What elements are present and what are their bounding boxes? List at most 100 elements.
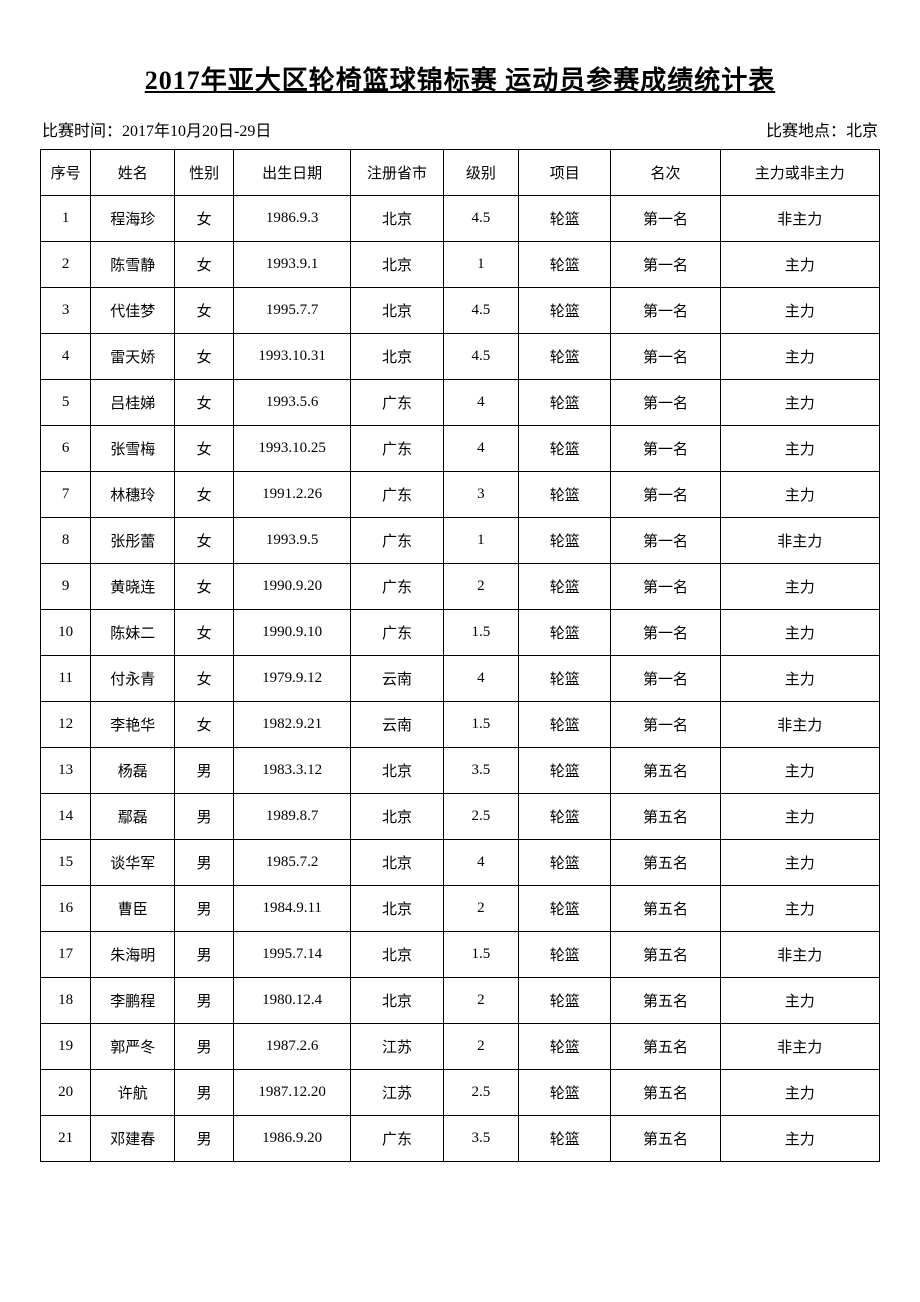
- table-cell: 1.5: [443, 702, 519, 748]
- table-cell: 4: [443, 840, 519, 886]
- table-cell: 主力: [720, 1116, 879, 1162]
- table-cell: 第一名: [611, 472, 720, 518]
- table-cell: 非主力: [720, 1024, 879, 1070]
- table-cell: 江苏: [351, 1070, 443, 1116]
- table-cell: 张彤蕾: [91, 518, 175, 564]
- table-cell: 1995.7.14: [233, 932, 350, 978]
- table-cell: 主力: [720, 564, 879, 610]
- table-cell: 1984.9.11: [233, 886, 350, 932]
- table-cell: 江苏: [351, 1024, 443, 1070]
- table-body: 1程海珍女1986.9.3北京4.5轮篮第一名非主力2陈雪静女1993.9.1北…: [41, 196, 880, 1162]
- table-row: 6张雪梅女1993.10.25广东4轮篮第一名主力: [41, 426, 880, 472]
- table-cell: 非主力: [720, 932, 879, 978]
- table-cell: 16: [41, 886, 91, 932]
- table-cell: 广东: [351, 380, 443, 426]
- table-row: 9黄晓连女1990.9.20广东2轮篮第一名主力: [41, 564, 880, 610]
- table-cell: 朱海明: [91, 932, 175, 978]
- table-cell: 北京: [351, 886, 443, 932]
- table-cell: 男: [175, 794, 234, 840]
- table-row: 12李艳华女1982.9.21云南1.5轮篮第一名非主力: [41, 702, 880, 748]
- table-cell: 4.5: [443, 196, 519, 242]
- table-cell: 4: [443, 656, 519, 702]
- table-cell: 2: [443, 978, 519, 1024]
- table-cell: 第一名: [611, 196, 720, 242]
- table-cell: 轮篮: [519, 978, 611, 1024]
- table-cell: 8: [41, 518, 91, 564]
- table-cell: 第五名: [611, 794, 720, 840]
- table-cell: 曹臣: [91, 886, 175, 932]
- table-cell: 轮篮: [519, 288, 611, 334]
- table-cell: 轮篮: [519, 748, 611, 794]
- table-cell: 20: [41, 1070, 91, 1116]
- table-cell: 女: [175, 610, 234, 656]
- table-cell: 女: [175, 426, 234, 472]
- table-cell: 1: [41, 196, 91, 242]
- table-cell: 1979.9.12: [233, 656, 350, 702]
- table-cell: 代佳梦: [91, 288, 175, 334]
- table-cell: 主力: [720, 748, 879, 794]
- table-cell: 4: [443, 380, 519, 426]
- table-cell: 主力: [720, 656, 879, 702]
- table-cell: 1: [443, 518, 519, 564]
- col-header-province: 注册省市: [351, 150, 443, 196]
- table-cell: 谈华军: [91, 840, 175, 886]
- table-cell: 4.5: [443, 288, 519, 334]
- table-cell: 1990.9.20: [233, 564, 350, 610]
- table-cell: 1: [443, 242, 519, 288]
- table-cell: 男: [175, 840, 234, 886]
- table-cell: 主力: [720, 334, 879, 380]
- table-cell: 北京: [351, 748, 443, 794]
- table-cell: 11: [41, 656, 91, 702]
- table-cell: 男: [175, 886, 234, 932]
- table-cell: 鄢磊: [91, 794, 175, 840]
- table-cell: 第一名: [611, 380, 720, 426]
- table-cell: 1982.9.21: [233, 702, 350, 748]
- table-cell: 女: [175, 472, 234, 518]
- table-row: 8张彤蕾女1993.9.5广东1轮篮第一名非主力: [41, 518, 880, 564]
- table-row: 20许航男1987.12.20江苏2.5轮篮第五名主力: [41, 1070, 880, 1116]
- table-row: 10陈妹二女1990.9.10广东1.5轮篮第一名主力: [41, 610, 880, 656]
- table-cell: 主力: [720, 886, 879, 932]
- table-cell: 轮篮: [519, 564, 611, 610]
- col-header-no: 序号: [41, 150, 91, 196]
- table-cell: 广东: [351, 610, 443, 656]
- table-row: 17朱海明男1995.7.14北京1.5轮篮第五名非主力: [41, 932, 880, 978]
- table-cell: 1995.7.7: [233, 288, 350, 334]
- table-cell: 许航: [91, 1070, 175, 1116]
- table-cell: 第五名: [611, 1024, 720, 1070]
- table-cell: 黄晓连: [91, 564, 175, 610]
- table-cell: 杨磊: [91, 748, 175, 794]
- table-cell: 轮篮: [519, 426, 611, 472]
- table-cell: 轮篮: [519, 380, 611, 426]
- table-cell: 程海珍: [91, 196, 175, 242]
- table-cell: 第五名: [611, 932, 720, 978]
- table-cell: 1991.2.26: [233, 472, 350, 518]
- table-row: 14鄢磊男1989.8.7北京2.5轮篮第五名主力: [41, 794, 880, 840]
- table-cell: 吕桂娣: [91, 380, 175, 426]
- table-cell: 女: [175, 334, 234, 380]
- table-cell: 1993.9.5: [233, 518, 350, 564]
- table-cell: 广东: [351, 564, 443, 610]
- table-cell: 广东: [351, 1116, 443, 1162]
- table-row: 13杨磊男1983.3.12北京3.5轮篮第五名主力: [41, 748, 880, 794]
- table-cell: 轮篮: [519, 932, 611, 978]
- table-cell: 广东: [351, 426, 443, 472]
- table-cell: 2.5: [443, 1070, 519, 1116]
- table-cell: 主力: [720, 978, 879, 1024]
- table-cell: 非主力: [720, 702, 879, 748]
- table-cell: 郭严冬: [91, 1024, 175, 1070]
- table-cell: 主力: [720, 288, 879, 334]
- col-header-rank: 名次: [611, 150, 720, 196]
- table-cell: 10: [41, 610, 91, 656]
- table-cell: 付永青: [91, 656, 175, 702]
- table-cell: 男: [175, 748, 234, 794]
- table-cell: 轮篮: [519, 518, 611, 564]
- table-row: 18李鹏程男1980.12.4北京2轮篮第五名主力: [41, 978, 880, 1024]
- table-cell: 3.5: [443, 748, 519, 794]
- table-cell: 第五名: [611, 1070, 720, 1116]
- table-cell: 14: [41, 794, 91, 840]
- table-cell: 轮篮: [519, 840, 611, 886]
- results-table: 序号 姓名 性别 出生日期 注册省市 级别 项目 名次 主力或非主力 1程海珍女…: [40, 149, 880, 1162]
- table-cell: 5: [41, 380, 91, 426]
- table-cell: 轮篮: [519, 334, 611, 380]
